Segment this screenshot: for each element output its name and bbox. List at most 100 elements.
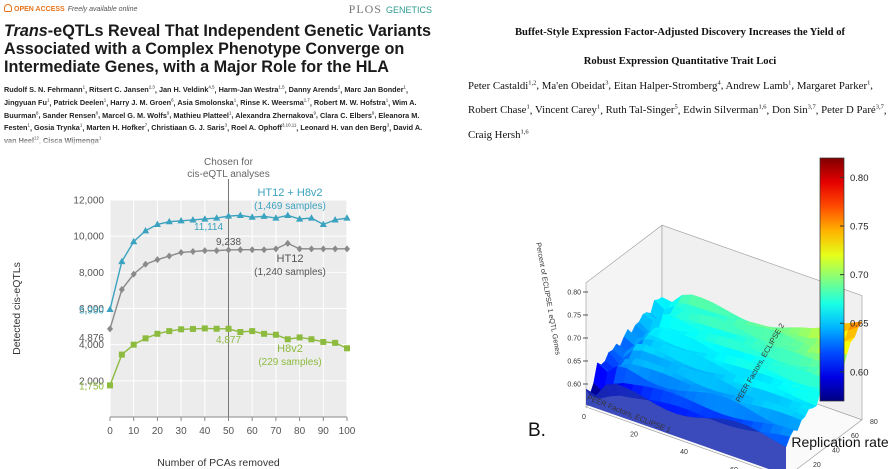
data-point (213, 214, 221, 221)
data-point (178, 326, 185, 333)
author-name[interactable]: Danny Arends (288, 85, 338, 95)
author-entry: Andrew Lamb1 (725, 79, 792, 92)
author-name[interactable]: Wim A. Buurman (4, 98, 417, 120)
author-name[interactable]: Peter D Paré (821, 104, 876, 117)
replication-surface-plot: 0.60 0.65 0.70 0.75 0.80 Percent of ECLIPSE 1… (528, 157, 889, 469)
author-entry: Peter D Paré3,7 (821, 103, 884, 117)
author-affiliation: 3,7 (875, 103, 884, 111)
paper-title-right: Buffet-Style Expression Factor-Adjusted … (470, 18, 890, 76)
data-point (154, 256, 161, 264)
data-point (178, 248, 185, 256)
author-name[interactable]: Don Sin (771, 104, 808, 117)
author-name[interactable]: Peter Castaldi (468, 79, 529, 92)
y-tick-label: 12,000 (73, 196, 104, 207)
author-name[interactable]: Alexandra Zhernakova (235, 110, 314, 120)
author-affiliation: 9 (166, 110, 170, 116)
data-point (331, 216, 339, 223)
author-affiliation: 7 (144, 122, 148, 128)
series-sample-label: (229 samples) (258, 357, 321, 368)
series-ht12-h8v2 (106, 211, 351, 313)
author-affiliation: 1 (82, 85, 86, 90)
author-name[interactable]: Mathieu Platteel (173, 110, 229, 120)
author-entry: Sander Rensen8 (42, 110, 99, 120)
x-tick-label: 50 (223, 426, 235, 437)
author-name[interactable]: Marc Jan Bonder (344, 85, 404, 95)
right-paper-panel: Buffet-Style Expression Factor-Adjusted … (450, 0, 896, 469)
z-tick-label: 0.60 (567, 382, 581, 389)
author-name[interactable]: Christiaan G. J. Saris (151, 123, 225, 133)
z-tick-label: 0.75 (567, 313, 581, 320)
data-point (201, 247, 208, 255)
y-tick-label: 4,000 (79, 340, 104, 351)
series-sample-label: (1,469 samples) (254, 201, 326, 212)
data-point (224, 212, 233, 219)
author-name[interactable]: Asia Smolonska (177, 98, 234, 108)
author-name[interactable]: Leonard H. van den Berg (300, 123, 387, 133)
y-axis-label: Detected cis-eQTLs (11, 262, 23, 355)
colorbar (819, 157, 845, 402)
author-name[interactable]: Margaret Parker (796, 79, 868, 92)
author-name[interactable]: Eleanora M. Festen (4, 110, 420, 133)
author-name[interactable]: Gosia Trynka (34, 123, 80, 133)
data-point (307, 214, 316, 221)
data-point (332, 245, 339, 253)
data-point (260, 212, 268, 219)
author-entry: Jingyuan Fu1 (4, 98, 49, 107)
author-entry: Ritsert C. Jansen2,3 (89, 85, 155, 94)
author-affiliation: 3 (605, 79, 609, 86)
colorbar-tick-label: 0.80 (850, 173, 869, 184)
author-name[interactable]: Edwin Silverman (683, 104, 759, 117)
author-name[interactable]: Roel A. Ophoff (231, 123, 282, 133)
data-point (118, 286, 125, 294)
author-entry: Margaret Parker1 (796, 79, 870, 92)
author-entry: Peter Castaldi1,2 (468, 79, 536, 92)
x-tick-label: 40 (199, 426, 211, 437)
author-name[interactable]: Harm-Jan Westra (218, 85, 279, 95)
y-tick-label-3d: 20 (813, 462, 821, 469)
data-point (296, 245, 303, 253)
x-tick-label: 80 (294, 426, 306, 437)
author-name[interactable]: Vincent Carey (534, 104, 597, 117)
mid-value-label: 9,238 (216, 237, 241, 248)
author-name[interactable]: Marcel G. M. Wolfs (102, 110, 167, 120)
author-name[interactable]: Ruth Tal-Singer (605, 104, 675, 117)
author-name[interactable]: Ma'en Obeidat (541, 79, 606, 92)
y-tick-label: 10,000 (73, 232, 104, 243)
author-name[interactable]: Harry J. M. Groen (110, 98, 172, 108)
data-point (107, 382, 113, 389)
author-affiliation: 3,7 (807, 103, 816, 111)
author-name[interactable]: Andrew Lamb (725, 79, 789, 92)
journal-logo[interactable]: PLOS GENETICS (349, 2, 432, 17)
open-access-badge[interactable]: OPEN ACCESS Freely available online (4, 4, 137, 13)
author-name[interactable]: Rinse K. Weersma (240, 98, 304, 108)
author-name[interactable]: Rudolf S. N. Fehrmann (4, 85, 83, 95)
data-point (106, 305, 114, 313)
data-point (225, 325, 232, 332)
data-point (213, 247, 220, 255)
author-name[interactable]: Eitan Halper-Stromberg (613, 79, 718, 92)
data-point (296, 215, 304, 222)
author-name[interactable]: Patrick Deelen (53, 98, 104, 108)
x-tick-label: 70 (270, 426, 282, 437)
author-name[interactable]: Robert M. W. Hofstra (313, 98, 386, 108)
author-name[interactable]: Jan H. Veldink (158, 85, 209, 95)
data-point (142, 260, 149, 268)
data-point (249, 328, 256, 335)
author-name[interactable]: Marten H. Hofker (86, 123, 145, 133)
author-entry: Harry J. M. Groen6 (110, 98, 173, 107)
data-point (261, 330, 268, 337)
start-value-label: 1,750 (79, 381, 104, 392)
author-name[interactable]: Sander Rensen (42, 110, 96, 120)
author-name[interactable]: Craig Hersh (468, 128, 521, 141)
author-entry: Edwin Silverman1,6 (683, 104, 766, 117)
author-affiliation: 1 (103, 97, 107, 103)
author-affiliation: 4,5 (208, 85, 215, 90)
vline-label-2: cis-eQTL analyses (187, 169, 269, 180)
author-entry: Rudolf S. N. Fehrmann1 (4, 85, 85, 94)
data-point (118, 257, 126, 265)
author-name[interactable]: Jingyuan Fu (4, 98, 47, 108)
author-name[interactable]: Clara C. Elbers (319, 110, 372, 120)
author-entry: Asia Smolonska1 (177, 98, 236, 107)
author-name[interactable]: Robert Chase (468, 104, 527, 117)
author-name[interactable]: Ritsert C. Jansen (89, 85, 149, 95)
